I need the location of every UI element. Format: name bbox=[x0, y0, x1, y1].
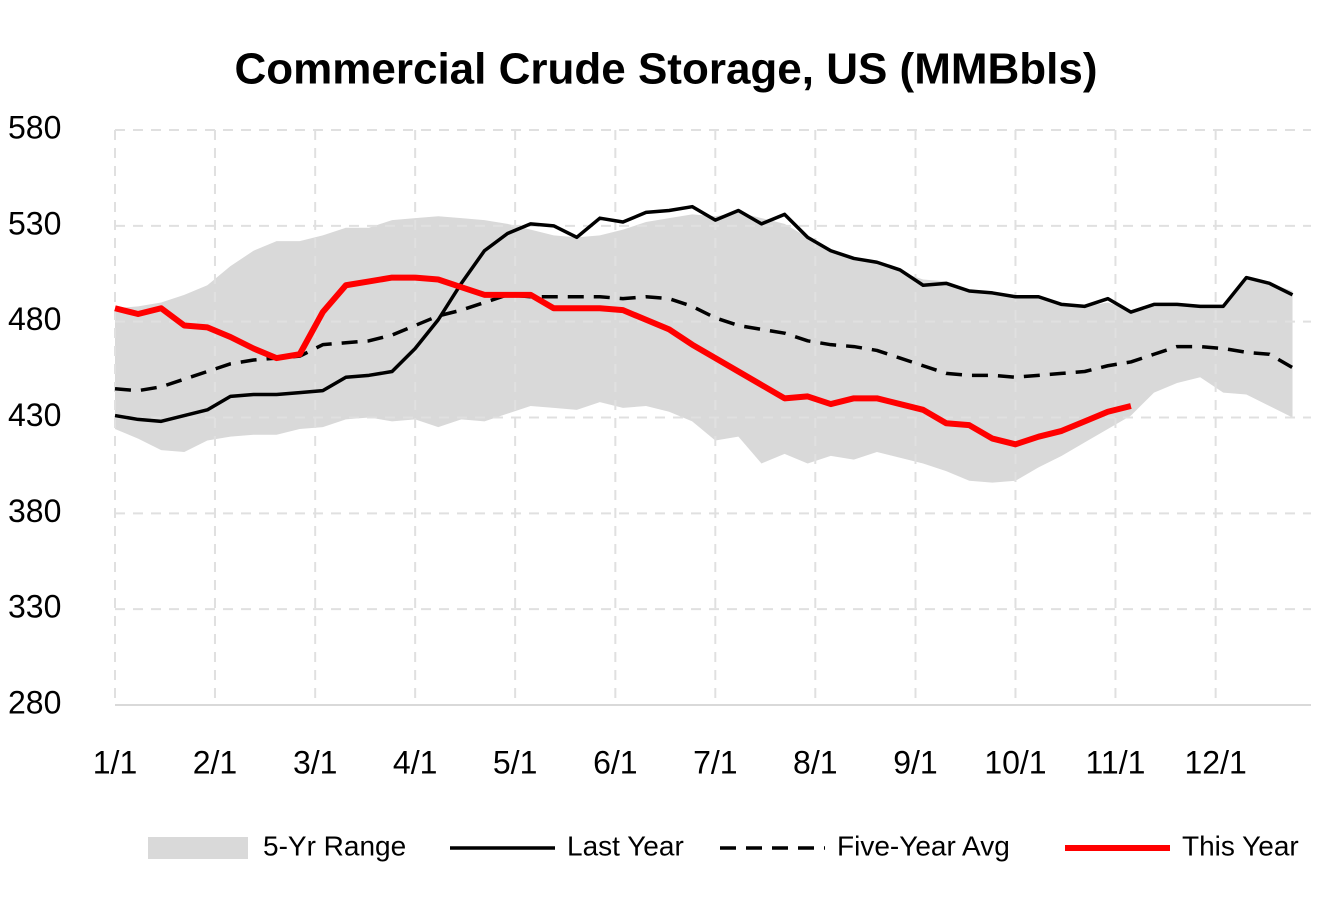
legend-label: This Year bbox=[1182, 830, 1299, 861]
x-tick-label: 5/1 bbox=[493, 744, 537, 780]
y-tick-label: 480 bbox=[8, 301, 61, 337]
legend-label: 5-Yr Range bbox=[263, 830, 406, 861]
y-tick-label: 380 bbox=[8, 493, 61, 529]
x-tick-label: 1/1 bbox=[93, 744, 137, 780]
x-tick-label: 8/1 bbox=[793, 744, 837, 780]
x-tick-label: 11/1 bbox=[1085, 744, 1145, 780]
series-line bbox=[114, 293, 1294, 393]
x-tick-label: 9/1 bbox=[893, 744, 937, 780]
x-tick-label: 7/1 bbox=[693, 744, 737, 780]
series-line bbox=[114, 274, 1132, 448]
y-tick-label: 430 bbox=[8, 397, 61, 433]
x-tick-label: 10/1 bbox=[984, 744, 1046, 780]
x-tick-label: 4/1 bbox=[393, 744, 437, 780]
x-tick-label: 2/1 bbox=[193, 744, 237, 780]
x-tick-label: 12/1 bbox=[1185, 744, 1247, 780]
series-line bbox=[114, 204, 1294, 424]
chart-title: Commercial Crude Storage, US (MMBbls) bbox=[234, 45, 1097, 94]
y-tick-label: 530 bbox=[8, 205, 61, 241]
y-tick-label: 330 bbox=[8, 589, 61, 625]
y-tick-label: 280 bbox=[8, 684, 61, 720]
legend-label: Five-Year Avg bbox=[837, 830, 1010, 861]
legend-swatch bbox=[148, 837, 248, 859]
x-tick-label: 3/1 bbox=[293, 744, 337, 780]
x-tick-label: 6/1 bbox=[593, 744, 637, 780]
y-tick-label: 580 bbox=[8, 109, 61, 145]
legend-label: Last Year bbox=[567, 830, 684, 861]
